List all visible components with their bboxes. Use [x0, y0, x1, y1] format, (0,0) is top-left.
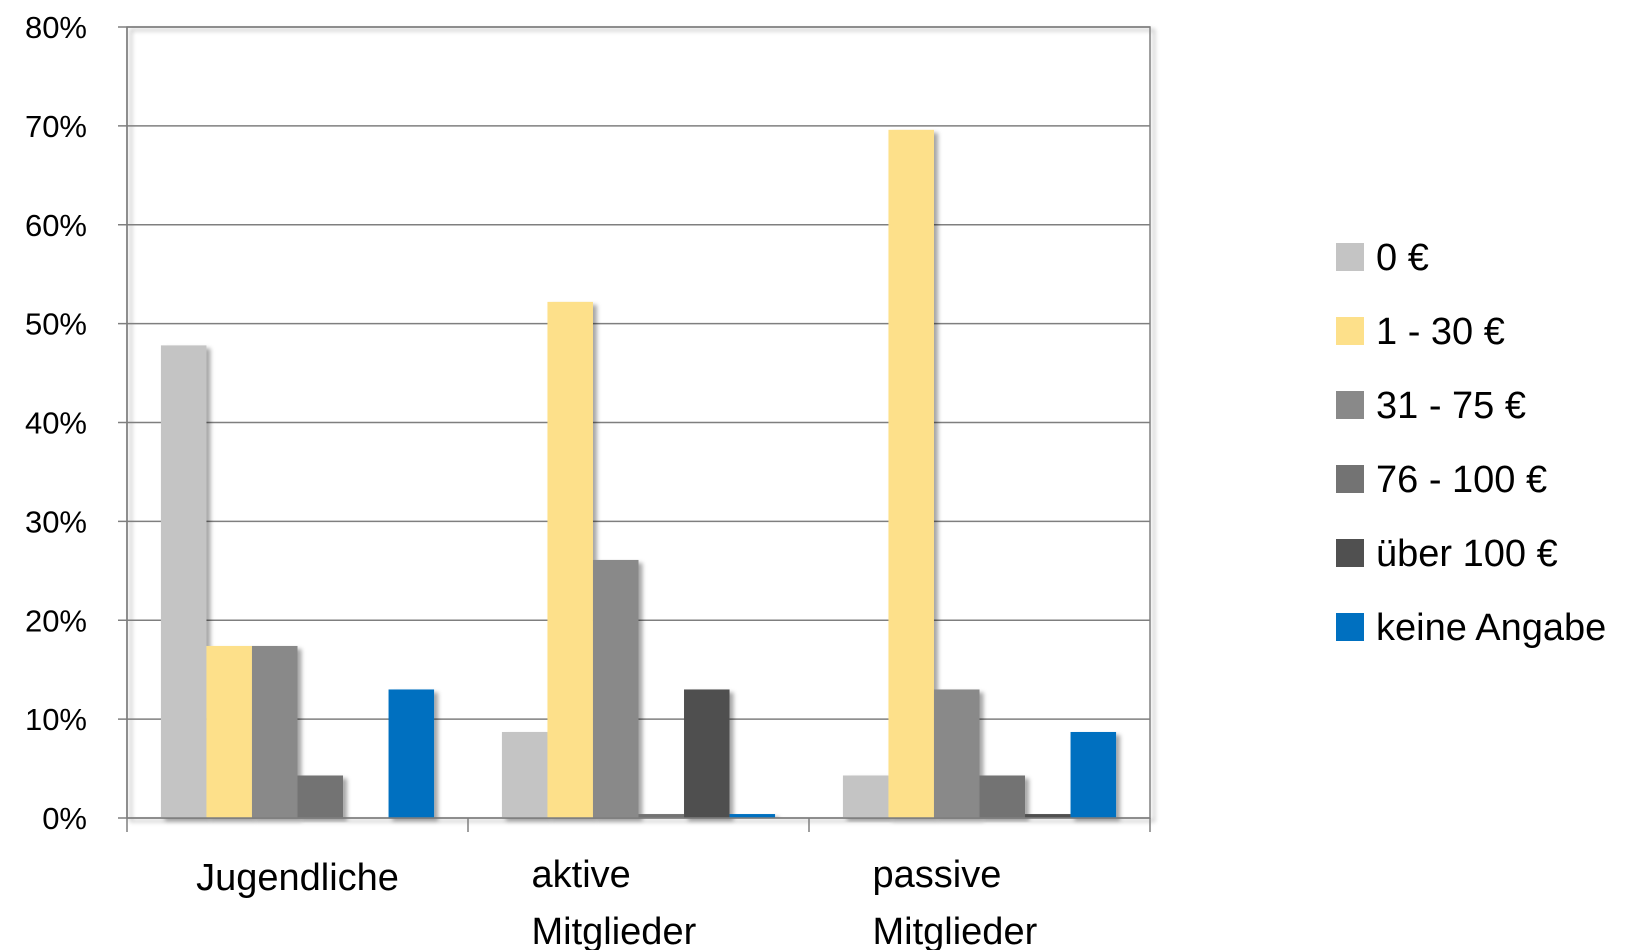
- x-axis-labels: Jugendliche aktive Mitglieder passive Mitgli…: [196, 854, 1037, 950]
- legend-label: 76 - 100 €: [1376, 459, 1547, 501]
- bar-31-75--1: [592, 559, 639, 818]
- axes: [118, 26, 1151, 832]
- bar-1-30--0: [206, 645, 252, 818]
- bar-31-75--2: [933, 689, 980, 818]
- legend-label: über 100 €: [1376, 533, 1558, 575]
- y-tick-label: 60%: [25, 208, 87, 243]
- bar-keine-angabe-1: [729, 814, 776, 818]
- bar-0--2: [842, 775, 889, 818]
- bar--ber-100--2: [1025, 814, 1071, 818]
- x-category-label: Jugendliche: [196, 857, 399, 899]
- legend-swatch: [1336, 243, 1364, 271]
- bar-0--0: [160, 345, 207, 818]
- bar-keine-angabe-0: [388, 689, 435, 818]
- legend-label: 0 €: [1376, 237, 1429, 279]
- y-tick-label: 20%: [25, 603, 87, 638]
- y-tick-label: 70%: [25, 109, 87, 144]
- legend-swatch: [1336, 465, 1364, 493]
- legend-swatch: [1336, 539, 1364, 567]
- y-tick-label: 50%: [25, 307, 87, 342]
- bar-76-100--2: [979, 775, 1026, 818]
- legend-label: 1 - 30 €: [1376, 311, 1505, 353]
- y-axis-ticks: 0% 10% 20% 30% 40% 50% 60% 70% 80%: [25, 10, 87, 836]
- legend-swatch: [1336, 317, 1364, 345]
- y-tick-label: 10%: [25, 702, 87, 737]
- x-category-label: aktive Mitglieder: [532, 854, 697, 950]
- legend-label: keine Angabe: [1376, 607, 1606, 649]
- bar--ber-100--1: [684, 689, 730, 818]
- bars: [160, 129, 1117, 818]
- x-category-label: passive Mitglieder: [873, 854, 1038, 950]
- legend-swatch: [1336, 391, 1364, 419]
- bar-keine-angabe-2: [1070, 731, 1117, 818]
- bar-1-30--1: [547, 301, 593, 818]
- y-tick-label: 80%: [25, 10, 87, 45]
- bar-31-75--0: [251, 645, 298, 818]
- bar-0--1: [501, 731, 548, 818]
- legend-swatch: [1336, 613, 1364, 641]
- y-tick-label: 40%: [25, 406, 87, 441]
- bar-1-30--2: [888, 129, 934, 818]
- legend-label: 31 - 75 €: [1376, 385, 1526, 427]
- y-tick-label: 30%: [25, 504, 87, 539]
- bar-76-100--1: [638, 814, 685, 818]
- legend: 0 € 1 - 30 € 31 - 75 € 76 - 100 € über 100 €…: [1336, 237, 1606, 649]
- bar-76-100--0: [297, 775, 344, 818]
- y-tick-label: 0%: [42, 801, 87, 836]
